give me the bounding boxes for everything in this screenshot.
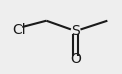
Text: Cl: Cl <box>12 23 26 37</box>
Text: S: S <box>71 24 80 38</box>
Text: O: O <box>70 52 81 66</box>
